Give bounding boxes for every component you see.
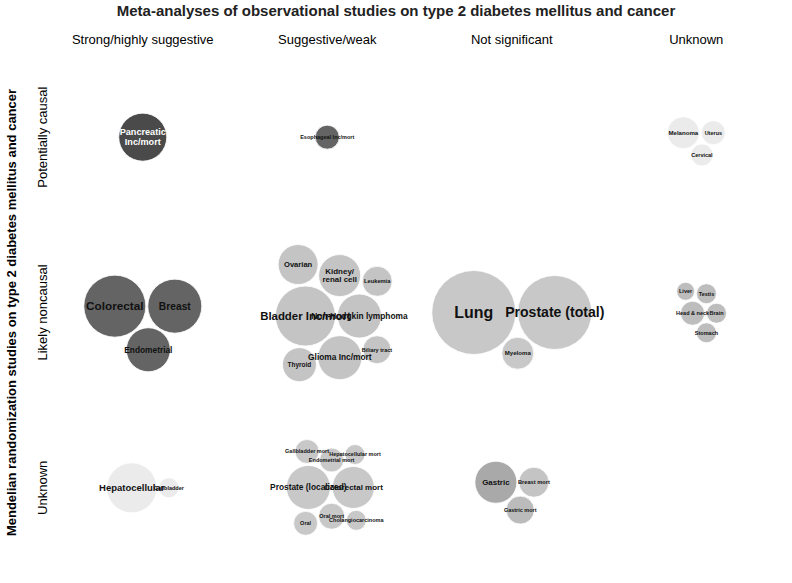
- svg-text:Melanoma: Melanoma: [668, 129, 698, 136]
- svg-text:Colorectal: Colorectal: [86, 299, 144, 312]
- svg-text:Cholangiocarcinoma: Cholangiocarcinoma: [329, 517, 384, 523]
- svg-text:Oral mort: Oral mort: [319, 513, 344, 519]
- svg-text:Hepatocellular mort: Hepatocellular mort: [329, 451, 381, 457]
- svg-text:Stomach: Stomach: [695, 330, 719, 336]
- svg-text:Prostate (total): Prostate (total): [505, 304, 604, 320]
- svg-text:Hepatocellular: Hepatocellular: [99, 482, 165, 493]
- svg-text:Glioma Inc/mort: Glioma Inc/mort: [308, 352, 372, 362]
- svg-text:Endometrial: Endometrial: [124, 345, 172, 355]
- svg-text:PancreaticInc/mort: PancreaticInc/mort: [120, 127, 166, 147]
- svg-text:Gallbladder mort: Gallbladder mort: [285, 448, 329, 454]
- svg-text:Prostate (localized): Prostate (localized): [270, 482, 347, 493]
- svg-text:Uterus: Uterus: [705, 130, 722, 136]
- svg-text:Mendelian randomization studie: Mendelian randomization studies on type …: [4, 89, 19, 536]
- svg-text:Endometrial mort: Endometrial mort: [309, 457, 355, 463]
- svg-text:Unknown: Unknown: [35, 461, 50, 515]
- svg-text:Cervical: Cervical: [691, 152, 713, 158]
- svg-text:Gallbladder: Gallbladder: [154, 485, 185, 491]
- svg-text:Breast mort: Breast mort: [518, 479, 550, 485]
- svg-text:Non-Hodgkin lymphoma: Non-Hodgkin lymphoma: [311, 311, 408, 321]
- svg-text:Kidney/renal cell: Kidney/renal cell: [322, 267, 357, 284]
- svg-text:Gastric: Gastric: [482, 478, 510, 487]
- svg-text:Suggestive/weak: Suggestive/weak: [278, 32, 377, 47]
- svg-text:Potentially causal: Potentially causal: [35, 86, 50, 187]
- svg-text:Oral: Oral: [300, 520, 311, 526]
- svg-text:Colorectal mort: Colorectal mort: [324, 483, 383, 492]
- svg-text:Likely noncausal: Likely noncausal: [35, 264, 50, 360]
- svg-text:Esophageal Inc/mort: Esophageal Inc/mort: [300, 134, 354, 140]
- svg-text:Liver: Liver: [679, 288, 693, 294]
- svg-text:Bladder Inc/mort: Bladder Inc/mort: [260, 309, 351, 322]
- svg-text:Unknown: Unknown: [669, 32, 723, 47]
- svg-text:Brain: Brain: [710, 310, 725, 316]
- svg-text:Gastric mort: Gastric mort: [504, 507, 537, 513]
- svg-text:Not significant: Not significant: [471, 32, 553, 47]
- svg-text:Leukemia: Leukemia: [364, 278, 391, 284]
- svg-text:Thyroid: Thyroid: [288, 361, 312, 369]
- svg-text:Biliary tract: Biliary tract: [362, 347, 392, 353]
- html-text:Meta-analyses of observational: Meta-analyses of observational studies o…: [116, 2, 676, 19]
- svg-text:Testis: Testis: [699, 291, 715, 297]
- svg-text:Lung: Lung: [454, 304, 493, 321]
- svg-text:Myeloma: Myeloma: [505, 349, 532, 356]
- svg-text:Breast: Breast: [159, 301, 191, 312]
- svg-text:Head & neck: Head & neck: [676, 310, 710, 316]
- svg-text:Ovarian: Ovarian: [284, 260, 313, 269]
- svg-text:Strong/highly suggestive: Strong/highly suggestive: [72, 32, 214, 47]
